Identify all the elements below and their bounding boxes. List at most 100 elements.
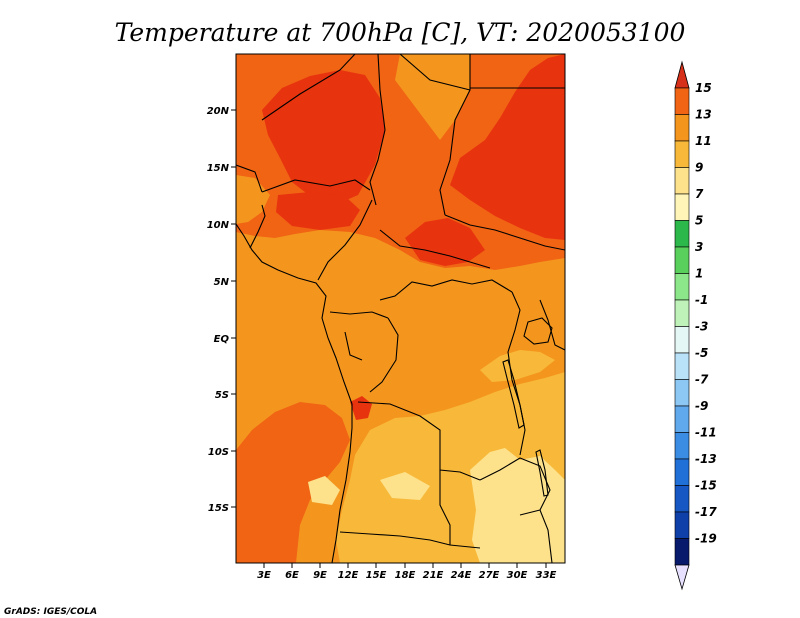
- border-west-sahel: [236, 164, 263, 193]
- field-band-5-7-patch: [308, 476, 340, 505]
- field-band-5-7-patch-2: [380, 472, 430, 500]
- border-angola-namibia: [339, 531, 481, 549]
- lon-tick: 30E: [507, 563, 528, 581]
- colorbar-label: -1: [695, 293, 708, 307]
- lat-tick-label: 15S: [208, 503, 229, 514]
- lon-tick-label: 18E: [395, 570, 416, 581]
- lon-tick: 24E: [451, 563, 472, 581]
- lat-tick-label: 5S: [215, 390, 229, 401]
- colorbar-segment: [674, 538, 690, 566]
- lat-tick: 10N: [207, 220, 236, 231]
- lat-tick: 5N: [214, 277, 236, 288]
- border-libya-chad: [399, 54, 471, 91]
- field-core-13-15-west-2: [276, 192, 360, 230]
- colorbar-segment: [674, 167, 690, 195]
- border-lake-malawi: [535, 449, 549, 497]
- colorbar-label: -19: [695, 532, 717, 546]
- field-core-13-15-west: [262, 70, 385, 205]
- lon-tick: 9E: [313, 563, 327, 581]
- lon-tick-label: 12E: [338, 570, 359, 581]
- lat-tick-label: 15N: [207, 163, 230, 174]
- colorbar-label: 13: [695, 108, 712, 122]
- colorbar-segment: [674, 379, 690, 407]
- colorbar-segment: [674, 114, 690, 142]
- lat-tick-label: 20N: [207, 106, 230, 117]
- colorbar-label: -9: [695, 399, 708, 413]
- colorbar-label: 1: [695, 267, 703, 281]
- border-niger-chad: [369, 54, 386, 206]
- colorbar-label: 7: [695, 187, 704, 201]
- colorbar-segment: [674, 485, 690, 513]
- lon-tick-label: 27E: [479, 570, 500, 581]
- field-band-7-9-east-lakes: [480, 350, 555, 382]
- border-niger-nigeria: [261, 179, 371, 193]
- colorbar-label: -13: [695, 452, 717, 466]
- lon-tick-label: 33E: [536, 570, 557, 581]
- lon-tick-label: 9E: [313, 570, 327, 581]
- border-guinea-coast: [249, 204, 266, 249]
- lon-tick: 15E: [366, 563, 387, 581]
- colorbar-segment: [674, 246, 690, 274]
- colorbar-segment: [674, 220, 690, 248]
- lat-tick-label: 10S: [208, 447, 229, 458]
- lat-tick: 10S: [208, 447, 236, 458]
- field-band-11-13-southwest: [236, 402, 350, 563]
- colorbar-segment: [674, 352, 690, 380]
- lat-tick: 20N: [207, 106, 236, 117]
- colorbar: 15 13 11 9 7 5 3 1 -1 -3 -5 -7 -9 -11 -13 -15 -17 -19: [674, 60, 717, 591]
- border-south-mozambique: [519, 509, 553, 563]
- colorbar-label: -3: [695, 320, 708, 334]
- lon-tick-label: 30E: [507, 570, 528, 581]
- colorbar-label: 3: [695, 240, 703, 254]
- credit-text: GrADS: IGES/COLA: [4, 607, 97, 617]
- lon-tick-label: 21E: [423, 570, 444, 581]
- field-band-9-11-north-patch-2: [236, 175, 270, 224]
- temperature-map: [236, 54, 565, 563]
- field-core-13-15-east: [450, 54, 565, 240]
- lat-tick-label: 5N: [214, 277, 230, 288]
- colorbar-label: -15: [695, 479, 717, 493]
- border-angola-zambia: [439, 470, 451, 545]
- lat-axis: 20N 15N 10N 5N EQ 5S 10S 15S: [207, 106, 236, 514]
- colorbar-label: 9: [695, 161, 703, 175]
- border-lake-victoria: [523, 317, 553, 345]
- border-car-south: [379, 279, 513, 301]
- lat-tick: EQ: [214, 334, 236, 345]
- boundaries: [236, 54, 565, 563]
- colorbar-label: -17: [695, 505, 717, 519]
- border-cameroon-gabon: [329, 311, 389, 319]
- border-drc-angola: [357, 401, 481, 481]
- lon-tick-label: 15E: [366, 570, 387, 581]
- border-chad-sudan: [439, 54, 471, 216]
- border-mali-niger: [261, 54, 356, 121]
- colorbar-top-arrow: [674, 60, 690, 89]
- lat-tick: 15S: [208, 503, 236, 514]
- colorbar-label: -11: [695, 426, 717, 440]
- colorbar-bottom-arrow: [674, 564, 690, 591]
- figure-title: Temperature at 700hPa [C], VT: 202005310…: [115, 18, 686, 47]
- lat-tick: 15N: [207, 163, 236, 174]
- coastline-west-africa: [236, 223, 353, 563]
- border-nigeria-cameroon: [317, 199, 373, 281]
- border-sudan-south-sudan: [444, 214, 565, 251]
- colorbar-segment: [674, 140, 690, 168]
- colorbar-segment: [674, 405, 690, 433]
- field-core-13-15-mid: [405, 218, 485, 266]
- lon-tick: 21E: [423, 563, 444, 581]
- colorbar-label: 15: [695, 81, 712, 95]
- colorbar-label: 11: [695, 134, 712, 148]
- lon-tick: 3E: [257, 563, 271, 581]
- lat-tick: 5S: [215, 390, 236, 401]
- map-frame: [235, 53, 566, 564]
- colorbar-segment: [674, 458, 690, 486]
- lon-tick: 27E: [479, 563, 500, 581]
- lat-tick-label: 10N: [207, 220, 230, 231]
- colorbar-segment: [674, 432, 690, 460]
- colorbar-label: -5: [695, 346, 708, 360]
- field-band-9-11-north-patch: [395, 54, 470, 140]
- colorbar-label: -7: [695, 373, 709, 387]
- lon-tick-label: 24E: [451, 570, 472, 581]
- lon-tick-label: 6E: [285, 570, 299, 581]
- lon-tick: 33E: [536, 563, 557, 581]
- lon-tick: 12E: [338, 563, 359, 581]
